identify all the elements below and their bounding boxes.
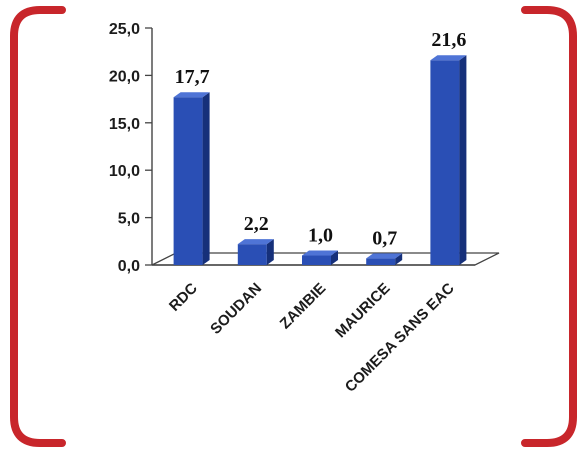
y-tick-label: 10,0 <box>109 163 140 180</box>
bar <box>366 253 403 265</box>
y-tick-label: 5,0 <box>118 211 140 228</box>
bar-side-face <box>266 239 274 265</box>
bar-side-face <box>202 92 210 265</box>
category-label: MAURICE <box>332 280 394 342</box>
value-label: 17,7 <box>175 66 210 88</box>
value-label: 1,0 <box>308 225 333 247</box>
y-axis-ticks: 0,0 5,0 10,0 15,0 20,0 25,0 <box>109 21 152 275</box>
y-tick-label: 0,0 <box>118 258 140 275</box>
bar-top-face <box>302 250 338 256</box>
bar-side-face <box>395 253 403 265</box>
value-label: 2,2 <box>244 213 269 235</box>
category-label: ZAMBIE <box>277 280 330 333</box>
bar-top-face <box>366 253 403 259</box>
bar-side-face <box>331 250 338 265</box>
right-bracket <box>521 6 577 447</box>
category-label: SOUDAN <box>207 280 265 338</box>
y-tick-label: 15,0 <box>109 116 140 133</box>
bar <box>430 55 467 266</box>
bar-top-face <box>430 55 467 61</box>
value-label: 21,6 <box>431 29 466 51</box>
value-labels: 17,7 2,2 1,0 0,7 21,6 <box>175 29 467 249</box>
bar-front-face <box>237 244 267 265</box>
bar <box>237 239 274 265</box>
bar-front-face <box>430 60 460 266</box>
frame-brackets <box>10 6 577 447</box>
bar <box>302 250 338 265</box>
bars <box>173 55 467 266</box>
category-label: RDC <box>166 280 201 315</box>
bar-top-face <box>173 92 210 98</box>
value-label: 0,7 <box>372 227 397 249</box>
y-tick-label: 25,0 <box>109 21 140 38</box>
bar-side-face <box>459 55 467 266</box>
y-tick-label: 20,0 <box>109 68 140 85</box>
left-bracket <box>10 6 66 447</box>
bar-front-face <box>173 97 203 265</box>
bar-front-face <box>366 258 396 265</box>
bar-front-face <box>302 255 331 265</box>
category-label: COMESA SANS EAC <box>342 280 458 396</box>
bar-top-face <box>237 239 274 245</box>
bar <box>173 92 210 265</box>
